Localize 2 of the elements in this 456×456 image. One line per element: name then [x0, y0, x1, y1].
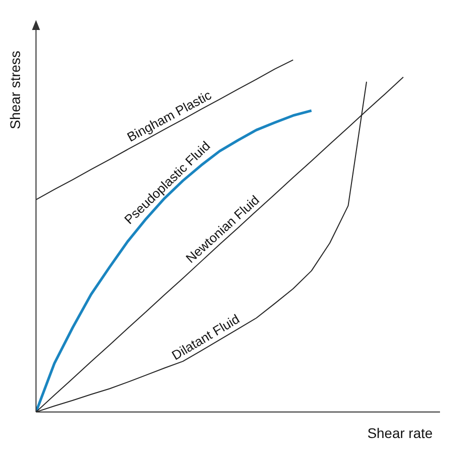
x-axis-title: Shear rate	[367, 425, 433, 441]
y-axis-title: Shear stress	[7, 50, 23, 130]
